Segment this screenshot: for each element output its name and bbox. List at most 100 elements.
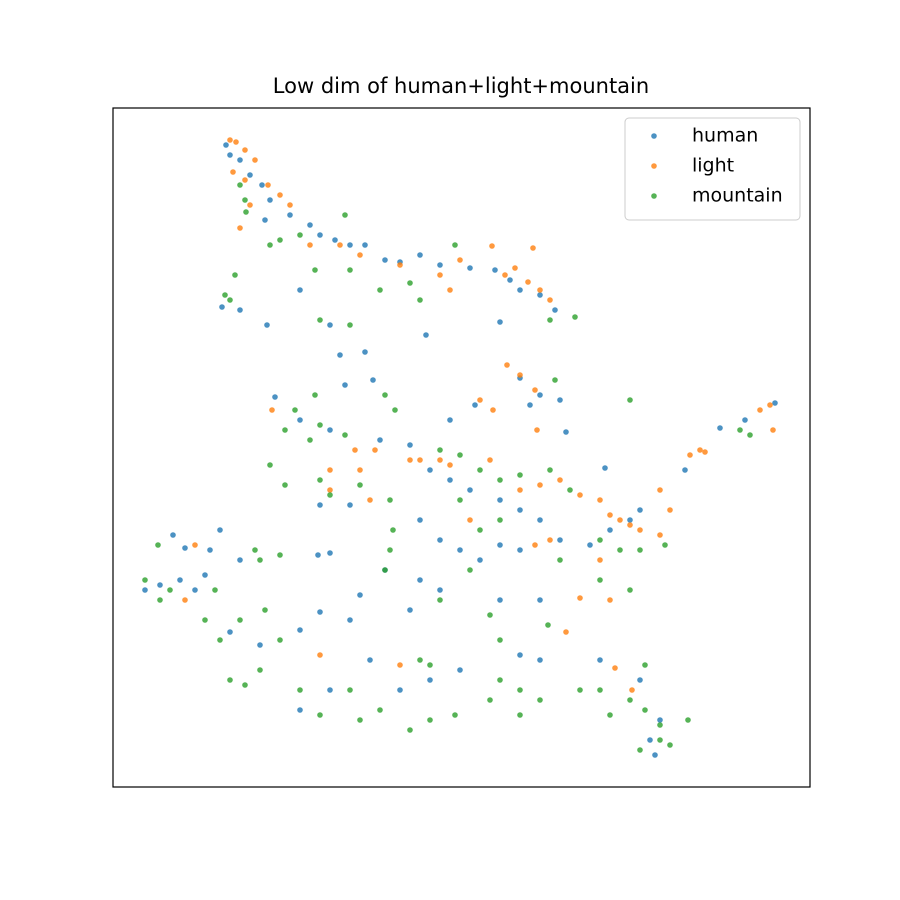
point xyxy=(267,462,273,468)
point xyxy=(407,457,413,463)
point xyxy=(327,550,333,556)
point xyxy=(317,502,323,508)
point xyxy=(770,427,776,433)
point xyxy=(552,307,558,313)
point xyxy=(577,492,583,498)
point xyxy=(512,265,518,271)
point xyxy=(397,662,403,668)
point xyxy=(563,629,569,635)
point xyxy=(233,139,239,145)
point xyxy=(767,402,773,408)
point xyxy=(307,242,313,248)
point xyxy=(407,280,413,286)
point xyxy=(342,432,348,438)
point xyxy=(170,532,176,538)
point xyxy=(252,157,258,163)
point xyxy=(417,517,423,523)
point xyxy=(497,597,503,603)
point xyxy=(504,362,510,368)
point xyxy=(637,527,643,533)
point xyxy=(537,482,543,488)
point xyxy=(423,332,429,338)
point xyxy=(527,402,533,408)
point xyxy=(537,517,543,523)
point xyxy=(477,557,483,563)
point xyxy=(264,322,270,328)
point xyxy=(437,597,443,603)
point xyxy=(607,597,613,603)
point xyxy=(490,407,496,413)
point xyxy=(467,567,473,573)
point xyxy=(537,287,543,293)
legend-marker xyxy=(651,133,657,139)
point xyxy=(547,537,553,543)
point xyxy=(182,597,188,603)
point xyxy=(315,552,321,558)
point xyxy=(277,637,283,643)
point xyxy=(227,629,233,635)
legend-box xyxy=(624,117,801,221)
point xyxy=(227,152,233,158)
point xyxy=(507,277,513,283)
point xyxy=(347,322,353,328)
point xyxy=(252,547,258,553)
point xyxy=(667,742,673,748)
point xyxy=(657,487,663,493)
point xyxy=(502,272,508,278)
point xyxy=(192,587,198,593)
point xyxy=(257,557,263,563)
point xyxy=(457,497,463,503)
point xyxy=(227,677,233,683)
point xyxy=(572,314,578,320)
point xyxy=(497,677,503,683)
point xyxy=(637,507,643,513)
point xyxy=(317,422,323,428)
point xyxy=(243,209,249,215)
point xyxy=(467,517,473,523)
point xyxy=(662,542,668,548)
point xyxy=(202,572,208,578)
point xyxy=(347,267,353,273)
point xyxy=(142,577,148,583)
point xyxy=(297,707,303,713)
point xyxy=(597,657,603,663)
point xyxy=(237,157,243,163)
point xyxy=(563,429,569,435)
point xyxy=(377,437,383,443)
point xyxy=(192,542,198,548)
point xyxy=(167,587,173,593)
point xyxy=(332,237,338,243)
point xyxy=(407,727,413,733)
points xyxy=(142,137,778,758)
point xyxy=(517,372,523,378)
point xyxy=(467,487,473,493)
point xyxy=(457,667,463,673)
point xyxy=(157,582,163,588)
point xyxy=(407,607,413,613)
point xyxy=(292,407,298,413)
point xyxy=(237,182,243,188)
point xyxy=(247,172,253,178)
point xyxy=(607,712,613,718)
point xyxy=(657,532,663,538)
point xyxy=(437,457,443,463)
point xyxy=(177,577,183,583)
point xyxy=(537,292,543,298)
point xyxy=(307,222,313,228)
point xyxy=(437,262,443,268)
point xyxy=(597,537,603,543)
point xyxy=(517,507,523,513)
point xyxy=(437,272,443,278)
point xyxy=(212,587,218,593)
point xyxy=(552,377,558,383)
point xyxy=(367,497,373,503)
point xyxy=(447,417,453,423)
point xyxy=(287,212,293,218)
point xyxy=(347,242,353,248)
point xyxy=(737,427,743,433)
point xyxy=(237,557,243,563)
point xyxy=(357,467,363,473)
point xyxy=(267,242,273,248)
point xyxy=(219,304,225,310)
